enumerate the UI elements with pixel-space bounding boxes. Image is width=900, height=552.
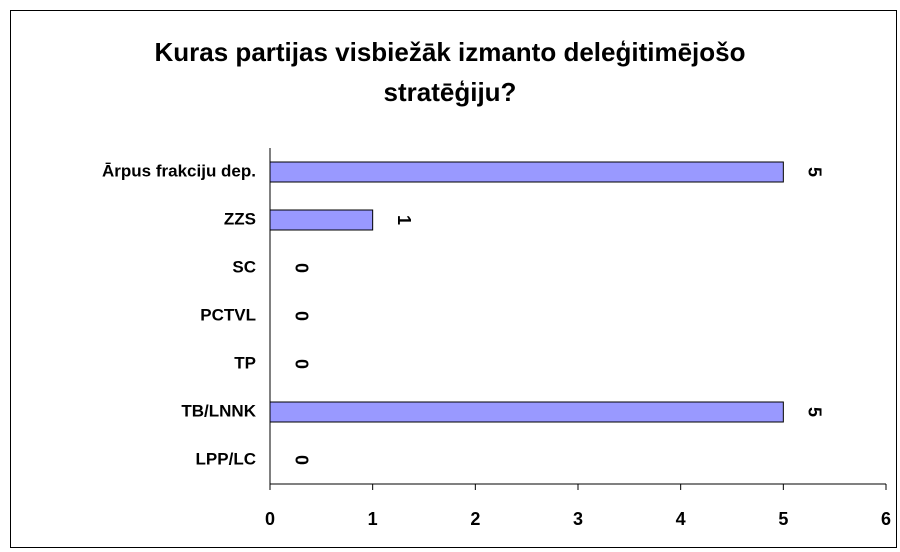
y-tick-label: TP: [234, 353, 256, 372]
chart-title: Kuras partijas visbiežāk izmanto deleģit…: [154, 37, 746, 107]
x-tick-label: 2: [470, 509, 480, 529]
x-tick-label: 0: [265, 509, 275, 529]
y-tick-label: SC: [232, 257, 256, 276]
y-tick-label: Ārpus frakciju dep.: [102, 161, 256, 180]
y-tick-label: TB/LNNK: [181, 401, 256, 420]
x-tick-label: 3: [573, 509, 583, 529]
y-tick-label: ZZS: [224, 209, 256, 228]
data-label: 5: [805, 167, 825, 177]
x-tick-label: 5: [778, 509, 788, 529]
bar: [269, 209, 374, 231]
data-label: 5: [805, 407, 825, 417]
data-label: 0: [291, 455, 311, 465]
bar: [269, 401, 784, 423]
y-tick-label: PCTVL: [200, 305, 256, 324]
x-tick-label: 1: [368, 509, 378, 529]
bar: [269, 161, 784, 183]
data-label: 1: [394, 215, 414, 225]
y-tick-label: LPP/LC: [196, 449, 256, 468]
data-label: 0: [291, 263, 311, 273]
x-tick-label: 4: [676, 509, 686, 529]
x-tick-label: 6: [881, 509, 891, 529]
chart-frame: [10, 10, 897, 548]
data-label: 0: [291, 359, 311, 369]
data-label: 0: [291, 311, 311, 321]
